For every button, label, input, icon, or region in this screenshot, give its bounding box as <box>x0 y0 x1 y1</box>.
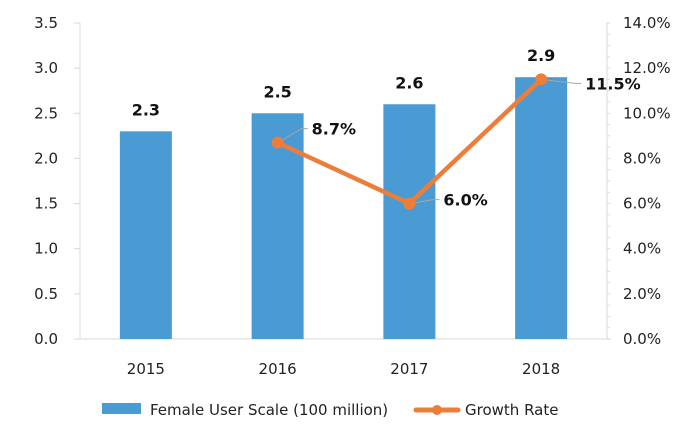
line-value-label: 6.0% <box>443 191 487 210</box>
bar <box>119 131 172 339</box>
leader-line <box>541 78 582 84</box>
legend-label-line: Growth Rate <box>465 401 558 419</box>
right-tick-label: 2.0% <box>623 285 661 303</box>
legend-swatch-bar <box>102 403 141 414</box>
right-tick-label: 14.0% <box>623 14 671 32</box>
right-tick-label: 0.0% <box>623 330 661 348</box>
line-marker <box>271 136 284 149</box>
right-tick-label: 10.0% <box>623 104 671 122</box>
bar-value-label: 2.3 <box>132 100 160 119</box>
line-value-label: 8.7% <box>312 120 356 139</box>
bar-value-label: 2.6 <box>395 73 423 92</box>
leader-lines <box>277 78 582 205</box>
right-tick-label: 8.0% <box>623 149 661 167</box>
line-series <box>271 73 548 210</box>
line-value-label: 11.5% <box>585 74 641 93</box>
bar <box>383 104 436 339</box>
bar <box>515 77 568 340</box>
line-marker <box>535 73 548 86</box>
data-labels: 2.3 2.5 2.6 2.9 8.7% 6.0% 11.5% <box>132 46 641 209</box>
x-tick-label: 2015 <box>127 360 165 378</box>
leader-line <box>409 199 440 205</box>
legend: Female User Scale (100 million) Growth R… <box>102 401 558 419</box>
x-tick-label: 2016 <box>259 360 297 378</box>
bar-value-label: 2.5 <box>263 82 291 101</box>
bar-value-label: 2.9 <box>527 46 555 65</box>
left-tick-label: 0.5 <box>34 285 58 303</box>
legend-label-bar: Female User Scale (100 million) <box>150 401 388 419</box>
right-tick-label: 4.0% <box>623 240 661 258</box>
left-tick-label: 0.0 <box>34 330 58 348</box>
right-tick-label: 6.0% <box>623 195 661 213</box>
bar-series <box>119 77 568 340</box>
left-tick-label: 2.0 <box>34 149 58 167</box>
right-tick-label: 12.0% <box>623 59 671 77</box>
left-tick-label: 3.0 <box>34 59 58 77</box>
left-tick-label: 1.5 <box>34 195 58 213</box>
legend-swatch-marker <box>432 405 442 415</box>
axes: 0.0 0.5 1.0 1.5 2.0 2.5 3.0 3.5 0.0% 2.0% 4.0% 6.0%… <box>34 14 671 378</box>
x-tick-label: 2018 <box>522 360 560 378</box>
left-tick-label: 1.0 <box>34 240 58 258</box>
leader-line <box>277 128 308 144</box>
left-tick-label: 3.5 <box>34 14 58 32</box>
x-tick-label: 2017 <box>390 360 428 378</box>
left-tick-label: 2.5 <box>34 104 58 122</box>
line-marker <box>403 197 416 210</box>
